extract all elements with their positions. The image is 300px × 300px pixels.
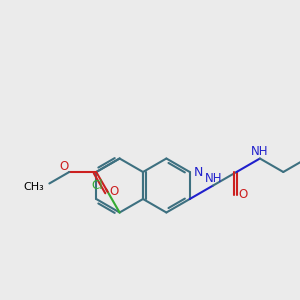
- Text: CH₃: CH₃: [24, 182, 44, 193]
- Text: Cl: Cl: [92, 178, 103, 192]
- Text: O: O: [238, 188, 247, 202]
- Text: O: O: [109, 185, 118, 198]
- Text: NH: NH: [204, 172, 222, 185]
- Text: NH: NH: [251, 145, 269, 158]
- Text: O: O: [60, 160, 69, 173]
- Text: N: N: [194, 166, 203, 178]
